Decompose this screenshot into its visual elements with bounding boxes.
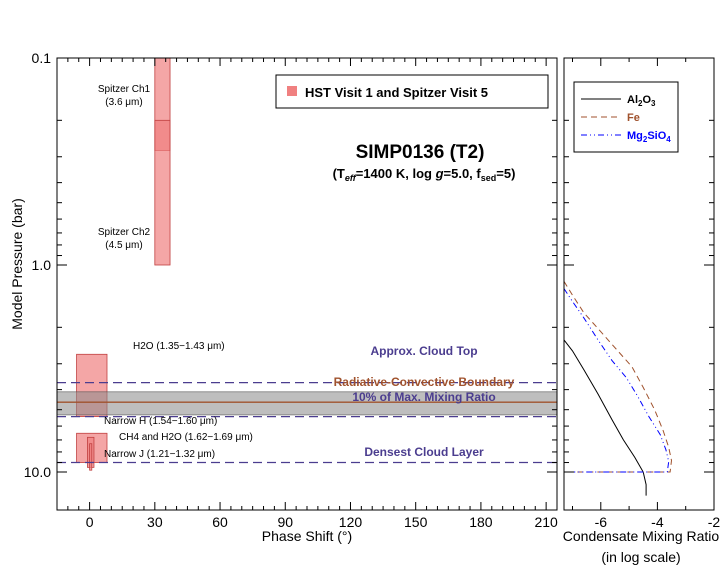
band-label-spitzer-ch1-3-6-m-line1: Spitzer Ch1 [98, 84, 151, 95]
x-axis-label-left: Phase Shift (°) [262, 528, 352, 544]
chart-subtitle: (Teff=1400 K, log g=5.0, fsed=5) [333, 166, 516, 183]
hline-label-approx-cloud-top: Approx. Cloud Top [370, 344, 477, 358]
band-label-spitzer-ch2-4-5-m-line1: Spitzer Ch2 [98, 227, 151, 238]
band-label-narrow-j-1-21-1-32-m: Narrow J (1.21−1.32 μm) [104, 449, 215, 460]
x-tick-label-30: 30 [147, 514, 163, 530]
x-axis-label-right: Condensate Mixing Ratio [563, 528, 720, 544]
x-tick-label-120: 120 [339, 514, 363, 530]
band-spitzer-ch2-4-5-m [154, 119, 171, 266]
band-label-ch4-and-h2o-1-62-1-69-m: CH4 and H2O (1.62−1.69 μm) [119, 432, 253, 443]
hline-label-10-of-max-mixing-ratio: 10% of Max. Mixing Ratio [352, 390, 495, 404]
legend-label: HST Visit 1 and Spitzer Visit 5 [305, 85, 488, 100]
series-line-mg2sio4 [564, 288, 670, 473]
hline-label-radiative-convective-boundary: Radiative-Convective Boundary [334, 375, 515, 389]
legend-right: Al2O3 Fe Mg2SiO4 [573, 81, 679, 153]
hline-label-densest-cloud-layer: Densest Cloud Layer [364, 445, 484, 459]
rx-tick-label--6: -6 [595, 514, 608, 530]
y-tick-label-1.0: 1.0 [32, 257, 52, 273]
rx-tick-label--4: -4 [651, 514, 664, 530]
chart-title: SIMP0136 (T2) [356, 142, 485, 163]
legend-left: HST Visit 1 and Spitzer Visit 5 [275, 74, 549, 109]
band-label-spitzer-ch1-3-6-m-line2: (3.6 μm) [105, 97, 142, 108]
series-line-al2o3 [564, 339, 647, 496]
legend-swatch [287, 86, 297, 96]
legend-label-mg2sio4: Mg2SiO4 [627, 130, 671, 144]
x-tick-label-60: 60 [212, 514, 228, 530]
series-line-fe [564, 281, 673, 473]
y-axis-label: Model Pressure (bar) [9, 198, 25, 330]
rx-tick-label--2: -2 [708, 514, 721, 530]
x-tick-label-90: 90 [277, 514, 293, 530]
y-tick-label-10.0: 10.0 [24, 464, 51, 480]
band-label-narrow-h-1-54-1-60-m: Narrow H (1.54−1.60 μm) [104, 416, 217, 427]
left-axis-ticks: 0 30 60 90 120 150 180 210 0.1 1.0 10.0 [24, 50, 558, 530]
band-label-h2o-1-35-1-43-m: H2O (1.35−1.43 μm) [133, 341, 225, 352]
legend-label-al2o3: Al2O3 [627, 94, 656, 108]
x-axis-label-right-line2: (in log scale) [601, 549, 680, 565]
right-axis-ticks: -6 -4 -2 [564, 57, 721, 530]
legend-label-fe: Fe [627, 112, 640, 124]
x-tick-label-150: 150 [404, 514, 428, 530]
y-tick-label-0.1: 0.1 [32, 50, 52, 66]
band-label-spitzer-ch2-4-5-m-line2: (4.5 μm) [105, 240, 142, 251]
right-plot-frame [563, 57, 715, 511]
band-radiative-convective-boundary [57, 391, 557, 416]
x-tick-label-210: 210 [534, 514, 558, 530]
x-tick-label-0: 0 [86, 514, 94, 530]
hlines-layer [57, 381, 557, 464]
mixing-ratio-lines [564, 281, 673, 496]
x-tick-label-180: 180 [469, 514, 493, 530]
band-narrow-j-1-21-1-32-m [89, 443, 93, 471]
legend-box [275, 74, 549, 109]
